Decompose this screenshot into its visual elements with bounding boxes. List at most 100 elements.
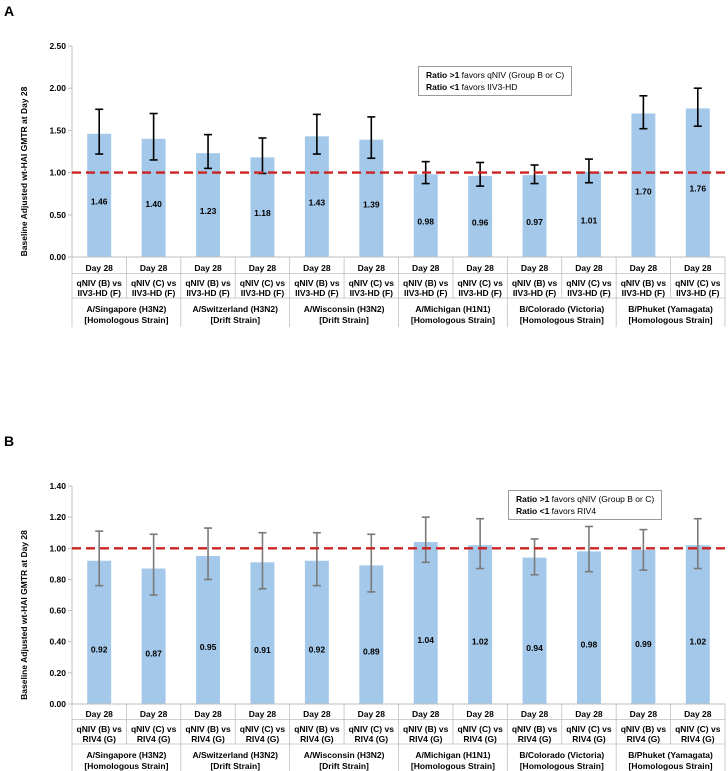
x-group-type-label: [Drift Strain] [210,315,260,325]
legend-line: Ratio >1 favors qNIV (Group B or C) [516,494,655,504]
x-category-day-label: Day 28 [140,709,168,719]
x-category-comparison-label: qNIV (B) vs [185,724,231,734]
bar [413,174,438,257]
x-group-strain-label: A/Wisconsin (H3N2) [304,304,385,314]
x-category-comparison-label: qNIV (C) vs [131,724,177,734]
bar [304,136,329,257]
data-label: 0.98 [417,217,434,227]
x-group-strain-label: B/Phuket (Yamagata) [628,304,713,314]
x-category-comparison-label: IIV3-HD (F) [676,288,720,298]
x-category-comparison-label: qNIV (C) vs [566,278,612,288]
data-label: 0.91 [254,645,271,655]
y-tick-label: 0.60 [49,606,66,616]
x-category-comparison-label: RIV4 (G) [300,734,334,744]
x-category-comparison-label: RIV4 (G) [82,734,116,744]
x-category-day-label: Day 28 [521,263,549,273]
y-tick-label: 0.80 [49,574,66,584]
x-group-type-label: [Homologous Strain] [84,315,168,325]
x-category-comparison-label: qNIV (C) vs [131,278,177,288]
y-tick-label: 1.20 [49,512,66,522]
bar [304,560,329,704]
data-label: 0.96 [472,217,489,227]
data-label: 0.87 [145,648,162,658]
x-group-type-label: [Drift Strain] [210,761,260,771]
y-tick-label: 0.40 [49,637,66,647]
bar [196,556,221,704]
x-category-day-label: Day 28 [303,263,331,273]
y-axis-title: Baseline Adjusted wt-HAI GMTR at Day 28 [19,530,29,700]
data-label: 0.89 [363,647,380,657]
x-category-comparison-label: IIV3-HD (F) [350,288,394,298]
x-category-comparison-label: IIV3-HD (F) [241,288,285,298]
y-tick-label: 1.00 [49,543,66,553]
data-label: 1.18 [254,208,271,218]
x-category-day-label: Day 28 [684,709,712,719]
x-category-day-label: Day 28 [140,263,168,273]
x-category-comparison-label: IIV3-HD (F) [567,288,611,298]
x-category-comparison-label: RIV4 (G) [355,734,389,744]
y-tick-label: 0.20 [49,668,66,678]
bar [359,139,384,257]
y-axis-title: Baseline Adjusted wt-HAI GMTR at Day 28 [19,86,29,256]
data-label: 0.98 [581,640,598,650]
bar [468,175,493,257]
x-group-strain-label: A/Michigan (H1N1) [415,750,490,760]
bar [359,565,384,704]
x-category-day-label: Day 28 [630,263,658,273]
x-category-day-label: Day 28 [85,709,113,719]
data-label: 1.76 [690,184,707,194]
bar [631,549,656,704]
y-tick-label: 1.40 [49,481,66,491]
x-category-day-label: Day 28 [303,709,331,719]
x-group-type-label: [Homologous Strain] [629,761,713,771]
x-category-comparison-label: IIV3-HD (F) [186,288,230,298]
x-category-comparison-label: qNIV (B) vs [77,278,123,288]
x-category-day-label: Day 28 [412,263,440,273]
data-label: 1.02 [472,637,489,647]
x-category-comparison-label: qNIV (C) vs [349,724,395,734]
x-category-day-label: Day 28 [194,709,222,719]
bar [468,545,493,704]
legend-line: Ratio <1 favors IIV3-HD [426,82,518,92]
x-group-strain-label: B/Colorado (Victoria) [519,304,604,314]
x-category-comparison-label: qNIV (B) vs [512,278,558,288]
bar [685,545,710,704]
x-group-strain-label: A/Wisconsin (H3N2) [304,750,385,760]
x-category-comparison-label: qNIV (B) vs [403,724,449,734]
x-group-type-label: [Homologous Strain] [520,761,604,771]
legend-line: Ratio >1 favors qNIV (Group B or C) [426,70,565,80]
bar [576,171,601,257]
x-category-comparison-label: qNIV (C) vs [457,278,503,288]
panel-a-legend: Ratio >1 favors qNIV (Group B or C) Rati… [418,66,573,96]
x-category-comparison-label: RIV4 (G) [191,734,225,744]
x-category-comparison-label: qNIV (C) vs [675,278,721,288]
x-category-comparison-label: RIV4 (G) [518,734,552,744]
y-tick-label: 0.50 [49,210,66,220]
x-group-strain-label: A/Michigan (H1N1) [415,304,490,314]
data-label: 1.43 [309,198,326,208]
x-group-strain-label: A/Switzerland (H3N2) [193,304,279,314]
bar [522,557,547,704]
x-category-comparison-label: IIV3-HD (F) [295,288,339,298]
x-group-type-label: [Drift Strain] [319,761,369,771]
x-category-comparison-label: qNIV (B) vs [621,724,667,734]
data-label: 1.04 [417,635,434,645]
x-category-day-label: Day 28 [194,263,222,273]
x-category-comparison-label: qNIV (B) vs [512,724,558,734]
x-category-day-label: Day 28 [358,263,386,273]
x-group-strain-label: B/Phuket (Yamagata) [628,750,713,760]
x-category-comparison-label: IIV3-HD (F) [458,288,502,298]
bar [413,542,438,704]
x-category-day-label: Day 28 [466,709,494,719]
x-category-comparison-label: RIV4 (G) [409,734,443,744]
x-category-day-label: Day 28 [630,709,658,719]
x-group-strain-label: A/Switzerland (H3N2) [193,750,279,760]
x-category-day-label: Day 28 [521,709,549,719]
data-label: 0.92 [91,644,108,654]
x-category-day-label: Day 28 [249,263,277,273]
x-category-day-label: Day 28 [85,263,113,273]
x-category-comparison-label: RIV4 (G) [137,734,171,744]
bar [250,562,275,704]
bar [250,157,275,257]
